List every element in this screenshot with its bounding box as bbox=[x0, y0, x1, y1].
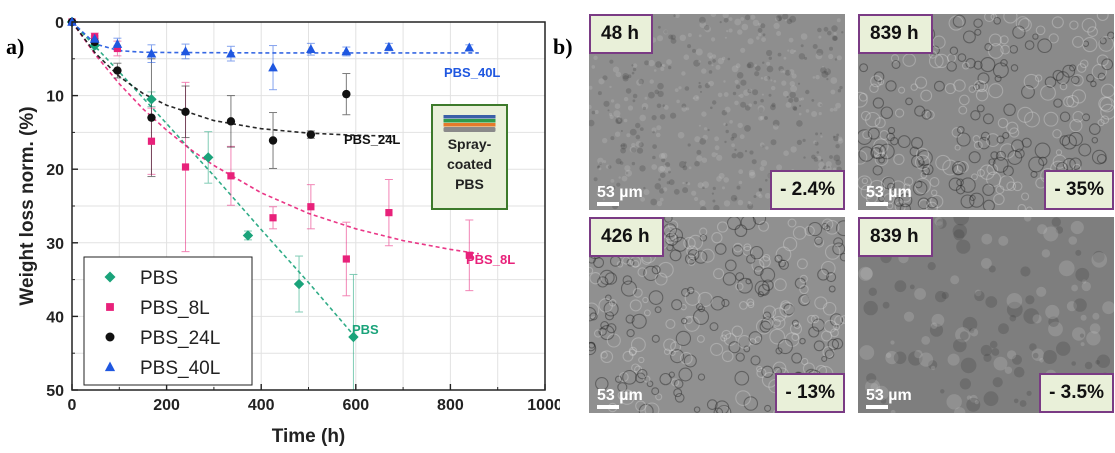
time-label: 839 h bbox=[858, 217, 933, 257]
data-point-pbs_8l bbox=[113, 44, 122, 53]
data-point-pbs_40l bbox=[341, 46, 352, 56]
curve-label-pbs_24l: PBS_24L bbox=[344, 132, 400, 147]
legend-label-pbs_24l: PBS_24L bbox=[140, 328, 220, 349]
panel-b-label: b) bbox=[553, 34, 573, 59]
inset-layer bbox=[443, 119, 496, 123]
data-point-pbs_40l bbox=[268, 62, 278, 72]
y-tick-label: 0 bbox=[55, 15, 64, 32]
x-tick-label: 400 bbox=[248, 397, 275, 414]
loss-label: - 2.4% bbox=[770, 170, 845, 210]
scale-bar: 53 µm bbox=[866, 184, 912, 206]
data-point-pbs bbox=[146, 94, 157, 105]
x-tick-label: 600 bbox=[342, 397, 369, 414]
legend-label-pbs: PBS bbox=[140, 268, 178, 289]
fit-curve-pbs_40l bbox=[71, 21, 479, 54]
data-point-pbs_24l bbox=[306, 130, 316, 139]
data-point-pbs_8l bbox=[465, 251, 473, 259]
data-point-pbs_8l bbox=[227, 172, 235, 180]
data-point-pbs_40l bbox=[306, 44, 316, 54]
data-point-pbs_8l bbox=[385, 209, 393, 217]
data-point-pbs_24l bbox=[226, 117, 236, 126]
data-point-pbs bbox=[242, 230, 254, 241]
data-point-pbs_8l bbox=[147, 137, 156, 145]
micrograph-426h: 426 h - 13% 53 µm bbox=[589, 217, 845, 413]
x-tick-label: 800 bbox=[437, 397, 464, 414]
fit-curve-pbs_24l bbox=[71, 21, 394, 137]
panel-a-label: a) bbox=[6, 34, 25, 59]
curve-label-pbs_8l: PBS_8L bbox=[466, 252, 515, 267]
x-tick-label: 0 bbox=[68, 397, 77, 414]
fit-curve-pbs bbox=[71, 21, 357, 339]
data-point-pbs_24l bbox=[147, 113, 156, 122]
y-tick-label: 30 bbox=[46, 236, 64, 253]
y-tick-label: 20 bbox=[46, 162, 64, 179]
legend-marker-pbs bbox=[104, 271, 116, 283]
inset-layer bbox=[443, 115, 496, 119]
scale-bar: 53 µm bbox=[597, 387, 643, 409]
curve-label-pbs_40l: PBS_40L bbox=[444, 65, 500, 80]
micrograph-48h: 48 h - 2.4% 53 µm bbox=[589, 14, 845, 210]
loss-label: - 3.5% bbox=[1039, 373, 1114, 413]
data-point-pbs_40l bbox=[112, 38, 123, 48]
y-axis-title: Weight loss norm. (%) bbox=[17, 106, 38, 305]
legend-marker-pbs_40l bbox=[104, 361, 116, 372]
legend-label-pbs_40l: PBS_40L bbox=[140, 358, 220, 379]
loss-label: - 35% bbox=[1044, 170, 1114, 210]
y-tick-label: 50 bbox=[46, 383, 64, 400]
time-label: 48 h bbox=[589, 14, 654, 54]
x-axis-title: Time (h) bbox=[272, 426, 346, 447]
time-label: 426 h bbox=[589, 217, 664, 257]
legend-label-pbs_8l: PBS_8L bbox=[140, 298, 210, 319]
data-point-pbs_8l bbox=[342, 255, 350, 263]
curve-label-pbs: PBS bbox=[352, 322, 379, 337]
data-point-pbs_40l bbox=[146, 48, 157, 58]
data-point-pbs_40l bbox=[180, 46, 191, 56]
data-point-pbs_8l bbox=[181, 163, 190, 171]
y-tick-label: 10 bbox=[46, 89, 64, 106]
loss-label: - 13% bbox=[775, 373, 845, 413]
scale-bar: 53 µm bbox=[866, 387, 912, 409]
weight-loss-chart: 0 200 400 600 800 1000 0 10 20 30 40 50 Time (h) Weig… bbox=[17, 15, 560, 447]
micrograph-texture bbox=[858, 217, 1114, 413]
micrograph-839h-bottom: 839 h - 3.5% 53 µm bbox=[858, 217, 1114, 413]
data-point-pbs bbox=[293, 278, 305, 290]
data-point-pbs bbox=[203, 152, 214, 163]
data-point-pbs_24l bbox=[342, 89, 351, 99]
time-label: 839 h bbox=[858, 14, 933, 54]
x-tick-label: 200 bbox=[153, 397, 180, 414]
data-point-pbs_40l bbox=[384, 41, 394, 51]
data-point-pbs_24l bbox=[268, 136, 278, 145]
data-point-pbs_40l bbox=[89, 33, 100, 43]
inset-layer bbox=[443, 123, 496, 127]
data-point-pbs_40l bbox=[464, 42, 475, 52]
micrograph-839h-top: 839 h - 35% 53 µm bbox=[858, 14, 1114, 210]
data-point-pbs_24l bbox=[181, 107, 190, 116]
inset-text-line: Spray- bbox=[448, 136, 492, 152]
data-point-pbs_40l bbox=[226, 48, 236, 58]
inset-text-line: coated bbox=[447, 156, 492, 172]
data-point-pbs_24l bbox=[113, 66, 122, 75]
scale-bar: 53 µm bbox=[597, 184, 643, 206]
data-point-pbs_8l bbox=[269, 214, 277, 222]
fit-curve-pbs_8l bbox=[71, 21, 479, 255]
y-tick-label: 40 bbox=[46, 309, 64, 326]
legend-marker-pbs_24l bbox=[105, 332, 115, 342]
inset-layer bbox=[443, 127, 496, 132]
inset-text-line: PBS bbox=[455, 176, 484, 192]
legend-marker-pbs_8l bbox=[106, 303, 114, 311]
data-point-pbs_8l bbox=[307, 203, 315, 211]
data-point-pbs bbox=[348, 331, 359, 343]
x-tick-label: 1000 bbox=[527, 397, 560, 414]
